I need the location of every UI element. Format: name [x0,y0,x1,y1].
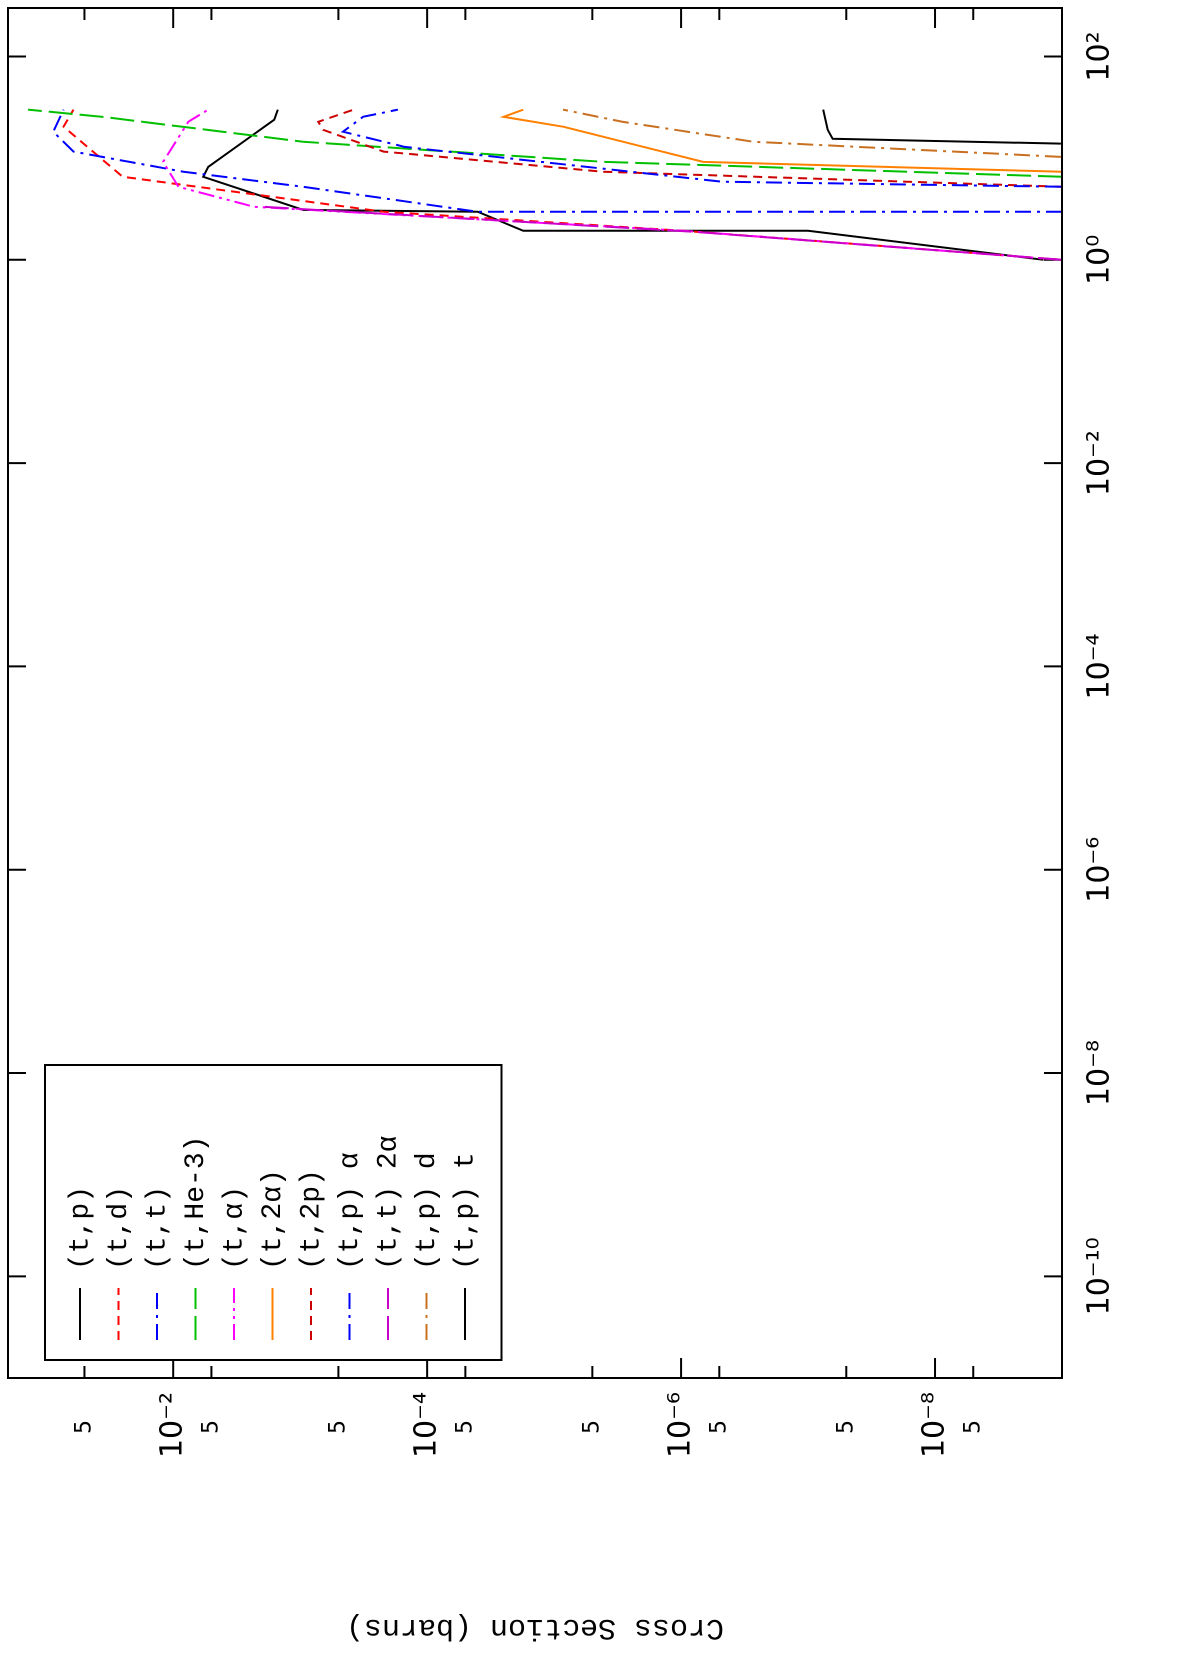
series-line [316,108,1062,188]
legend-label: (t,p) t [450,1152,481,1270]
y-tick-label: 5 [960,1420,985,1434]
legend-label: (t,p) d [412,1152,443,1270]
legend-label: (t,t) [142,1186,173,1270]
legend-label: (t,2p) [296,1169,327,1270]
y-tick-label: 5 [579,1420,604,1434]
series-line [340,108,1061,188]
series-line [52,109,1062,213]
y-tick-label: 10⁻⁴ [409,1392,444,1458]
legend-label: (t,d) [104,1186,135,1270]
plot-frame [7,7,1063,1379]
series-line [499,108,1062,173]
series-line [822,109,1061,145]
x-tick-label: 10⁻² [1082,430,1117,496]
y-tick-label: 10⁻⁸ [917,1392,952,1458]
y-tick-label: 5 [325,1420,350,1434]
legend-label: (t,He-3) [181,1136,212,1270]
y-tick-label: 5 [71,1420,96,1434]
legend-label: (t,p) α [335,1152,366,1270]
x-tick-label: 10⁰ [1082,235,1117,285]
y-tick-label: 5 [706,1420,731,1434]
y-axis-label: Cross Section (barns) [346,1610,724,1644]
series-line [27,108,1062,178]
y-tick-label: 5 [452,1420,477,1434]
y-tick-label: 10⁻² [155,1392,190,1458]
x-tick-label: 10² [1082,31,1117,81]
x-tick-label: 10⁻⁶ [1082,837,1117,903]
series-line [562,108,1061,158]
legend-box [44,1064,503,1361]
legend-label: (t,2α) [258,1169,289,1270]
x-tick-label: 10⁻⁴ [1082,633,1117,699]
y-tick-label: 10⁻⁶ [663,1392,698,1458]
y-tick-label: 5 [833,1420,858,1434]
legend-label: (t,p) [65,1186,96,1270]
x-tick-label: 10⁻⁸ [1082,1040,1117,1106]
legend-label: (t,t) 2α [373,1136,404,1270]
x-tick-label: 10⁻¹⁰ [1082,1237,1117,1315]
legend-label: (t,α) [219,1186,250,1270]
y-tick-label: 5 [198,1420,223,1434]
rotated-plot: 10⁻¹⁰ 10⁻⁸ 10⁻⁶ 10⁻⁴ 10⁻² 10⁰ 10² 5 10⁻² 5 5 10⁻⁴ 5 5… [7,7,1117,1644]
